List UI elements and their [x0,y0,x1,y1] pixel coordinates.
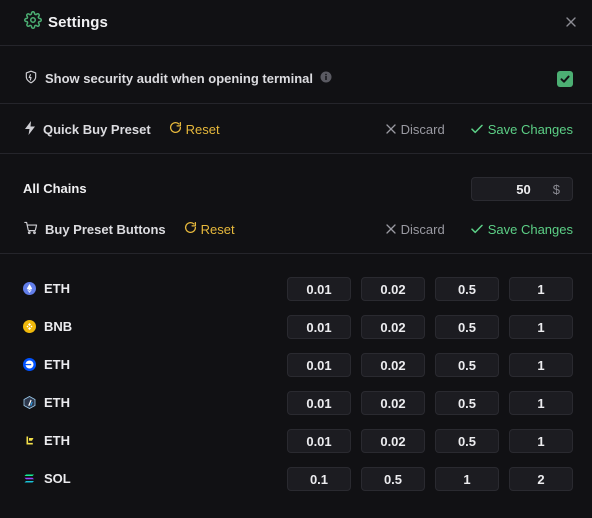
currency-symbol: $ [552,181,560,197]
buy-preset-label: Buy Preset Buttons [24,221,166,238]
preset-button[interactable]: 1 [509,315,573,339]
preset-button[interactable]: 0.5 [435,315,499,339]
buy-preset-save-label: Save Changes [487,221,573,237]
arbitrum-icon [23,396,36,409]
security-audit-checkbox[interactable] [557,71,573,87]
quick-buy-save-button[interactable]: Save Changes [470,121,573,137]
chain-row: ETH 0.01 0.02 0.5 1 [0,429,592,453]
quick-buy-label: Quick Buy Preset [24,120,151,138]
buy-preset-reset-label: Reset [200,221,235,237]
check-icon [470,122,483,137]
chain-row: SOL 0.1 0.5 1 2 [0,467,592,491]
preset-button[interactable]: 0.01 [287,315,351,339]
preset-button[interactable]: 1 [509,277,573,301]
chain-name: ETH [44,433,70,448]
preset-button[interactable]: 0.5 [435,353,499,377]
buy-preset-reset-button[interactable]: Reset [184,221,235,237]
preset-button[interactable]: 0.02 [361,315,425,339]
quick-buy-label-text: Quick Buy Preset [43,121,151,137]
security-audit-row: Show security audit when opening termina… [24,70,332,87]
preset-button[interactable]: 0.01 [287,353,351,377]
linea-icon [23,434,36,447]
preset-button[interactable]: 0.01 [287,391,351,415]
solana-icon [23,472,36,485]
chain-row: ETH 0.01 0.02 0.5 1 [0,277,592,301]
preset-button[interactable]: 0.02 [361,277,425,301]
shield-icon [24,70,38,87]
quick-buy-save-label: Save Changes [487,121,573,137]
dialog-title: Settings [48,14,108,31]
buy-preset-save-button[interactable]: Save Changes [470,221,573,237]
gear-icon [24,11,42,34]
all-chains-amount-input[interactable]: 50 $ [471,177,573,201]
info-icon[interactable] [320,71,332,86]
chain-row: BNB 0.01 0.02 0.5 1 [0,315,592,339]
check-icon [470,222,483,237]
close-icon [385,222,396,237]
chain-name: ETH [44,281,70,296]
preset-button[interactable]: 2 [509,467,573,491]
base-icon [23,358,36,371]
divider [0,153,592,154]
chain-name: SOL [44,471,71,486]
preset-button[interactable]: 0.5 [361,467,425,491]
quick-buy-reset-button[interactable]: Reset [169,121,220,137]
quick-buy-discard-button[interactable]: Discard [385,121,445,137]
reset-icon [169,121,182,137]
preset-button[interactable]: 0.02 [361,353,425,377]
buy-preset-label-text: Buy Preset Buttons [45,221,166,237]
preset-button[interactable]: 0.1 [287,467,351,491]
quick-buy-discard-label: Discard [400,121,445,137]
preset-button[interactable]: 1 [435,467,499,491]
preset-button[interactable]: 0.02 [361,391,425,415]
preset-button[interactable]: 0.5 [435,391,499,415]
preset-button[interactable]: 1 [509,391,573,415]
preset-button[interactable]: 1 [509,353,573,377]
preset-button[interactable]: 0.5 [435,429,499,453]
bnb-icon [23,320,36,333]
cart-icon [24,221,38,238]
buy-preset-row: Buy Preset Buttons Reset Discard Save Ch… [24,219,573,239]
reset-icon [184,221,197,237]
dialog-header: Settings [24,11,108,34]
chain-name: ETH [44,395,70,410]
preset-button[interactable]: 0.01 [287,429,351,453]
preset-button[interactable]: 0.01 [287,277,351,301]
quick-buy-preset-row: Quick Buy Preset Reset Discard Save Chan… [24,119,573,139]
security-audit-label: Show security audit when opening termina… [45,71,313,86]
close-icon[interactable] [564,15,578,29]
buy-preset-discard-label: Discard [400,221,445,237]
divider [0,253,592,254]
buy-preset-discard-button[interactable]: Discard [385,221,445,237]
quick-buy-reset-label: Reset [185,121,220,137]
chain-name: ETH [44,357,70,372]
amount-value: 50 [516,181,531,197]
all-chains-label: All Chains [23,181,87,196]
preset-button[interactable]: 0.5 [435,277,499,301]
ethereum-icon [23,282,36,295]
chain-row: ETH 0.01 0.02 0.5 1 [0,353,592,377]
divider [0,103,592,104]
preset-button[interactable]: 0.02 [361,429,425,453]
close-icon [385,122,396,137]
chain-row: ETH 0.01 0.02 0.5 1 [0,391,592,415]
divider [0,45,592,46]
chain-name: BNB [44,319,73,334]
check-icon [560,75,570,83]
preset-button[interactable]: 1 [509,429,573,453]
lightning-icon [24,120,36,138]
